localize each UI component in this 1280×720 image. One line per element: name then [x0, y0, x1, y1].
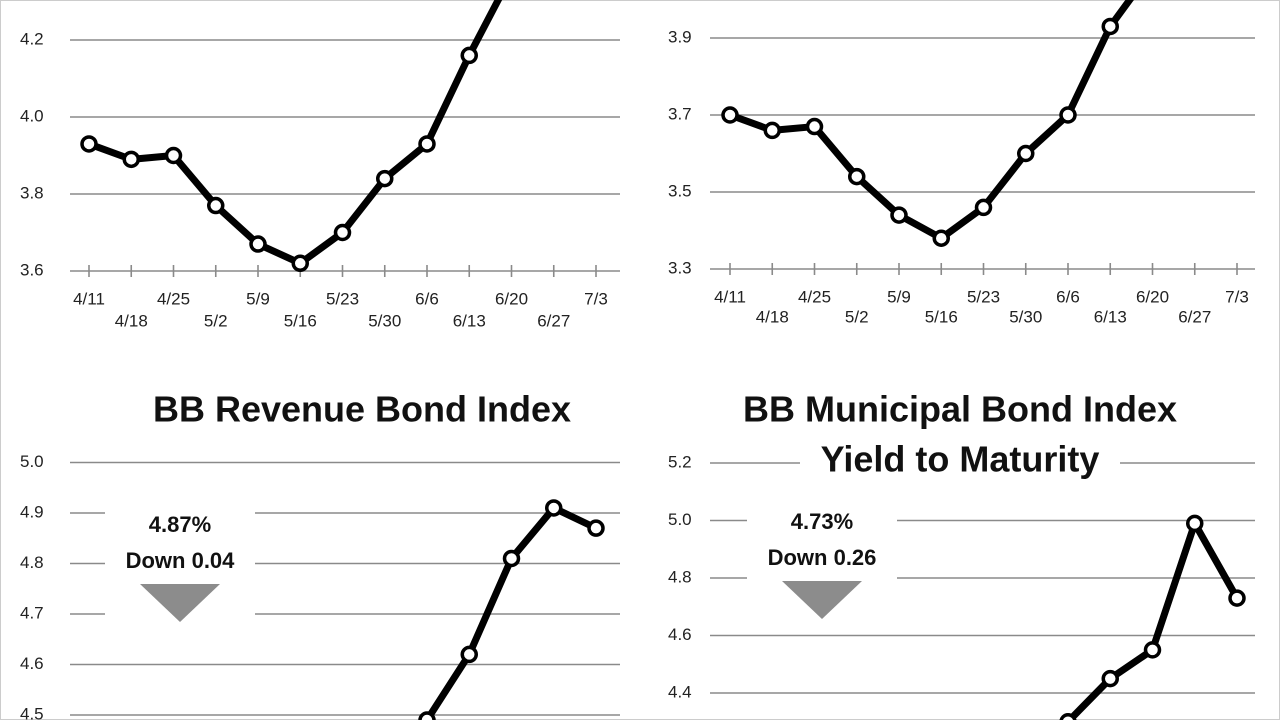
- x-tick-label: 4/11: [714, 287, 746, 306]
- data-point: [1143, 641, 1162, 659]
- data-point: [848, 167, 866, 186]
- data-point: [1017, 144, 1035, 163]
- x-tick-label: 5/2: [204, 311, 228, 330]
- data-point: [418, 135, 436, 153]
- y-tick-label: 3.6: [20, 260, 44, 279]
- x-tick-label: 6/27: [1178, 307, 1211, 326]
- data-point: [932, 229, 950, 247]
- x-tick-label: 7/3: [1225, 287, 1249, 306]
- chart-title: BB Municipal Bond Index: [743, 389, 1177, 430]
- x-tick-label: 6/27: [537, 311, 570, 330]
- data-point: [1186, 514, 1204, 533]
- x-tick-label: 6/6: [415, 289, 439, 308]
- annotation-text: 4.87%: [149, 512, 211, 537]
- y-tick-label: 3.7: [668, 104, 692, 123]
- data-point: [763, 121, 781, 140]
- x-tick-label: 7/3: [584, 289, 608, 308]
- x-tick-label: 5/9: [887, 287, 911, 306]
- y-tick-label: 4.4: [668, 682, 692, 701]
- down-arrow: [782, 581, 862, 619]
- y-tick-label: 4.7: [20, 603, 44, 622]
- y-tick-label: 3.3: [668, 258, 692, 277]
- x-tick-label: 5/16: [925, 307, 958, 326]
- annotation-text: Down 0.04: [126, 548, 236, 573]
- data-point: [291, 254, 309, 273]
- data-point: [418, 711, 436, 720]
- data-point: [1059, 106, 1077, 124]
- x-tick-label: 6/13: [453, 311, 486, 330]
- data-point: [1101, 17, 1119, 36]
- data-point: [376, 169, 394, 188]
- data-point: [1101, 669, 1119, 688]
- x-tick-label: 4/18: [115, 311, 148, 330]
- x-tick-label: 5/30: [1009, 307, 1042, 326]
- data-point: [974, 198, 993, 217]
- subtitle-bg: [800, 438, 1120, 486]
- y-tick-label: 3.8: [20, 183, 44, 202]
- data-point: [80, 135, 98, 153]
- data-point: [460, 645, 478, 664]
- x-tick-label: 5/16: [284, 311, 317, 330]
- x-tick-label: 4/18: [756, 307, 789, 326]
- x-tick-label: 5/9: [246, 289, 270, 308]
- x-tick-label: 4/11: [73, 289, 105, 308]
- y-tick-label: 4.6: [668, 625, 692, 644]
- y-tick-label: 3.9: [668, 27, 692, 46]
- data-point: [207, 196, 225, 215]
- y-tick-label: 4.2: [20, 29, 44, 48]
- y-tick-label: 4.9: [20, 502, 44, 521]
- x-tick-label: 4/25: [798, 287, 831, 306]
- data-point: [122, 150, 140, 169]
- x-tick-label: 5/30: [368, 311, 401, 330]
- y-tick-label: 3.5: [668, 181, 692, 200]
- x-tick-label: 5/2: [845, 307, 869, 326]
- x-tick-label: 5/23: [326, 289, 359, 308]
- data-point: [333, 223, 352, 242]
- data-point: [460, 46, 478, 65]
- x-tick-label: 6/20: [1136, 287, 1169, 306]
- data-point: [587, 519, 605, 537]
- y-tick-label: 4.8: [668, 567, 692, 586]
- x-tick-label: 6/13: [1094, 307, 1127, 326]
- data-point: [545, 499, 563, 517]
- x-tick-label: 6/20: [495, 289, 528, 308]
- y-tick-label: 5.0: [668, 510, 692, 529]
- x-tick-label: 5/23: [967, 287, 1000, 306]
- annotation-text: 4.73%: [791, 509, 853, 534]
- data-point: [1228, 589, 1246, 607]
- y-tick-label: 4.8: [20, 553, 44, 572]
- data-point: [721, 106, 739, 124]
- x-tick-label: 6/6: [1056, 287, 1080, 306]
- data-point: [502, 549, 521, 568]
- chart-subtitle: Yield to Maturity: [821, 439, 1100, 480]
- y-tick-label: 4.6: [20, 654, 44, 673]
- chart-title: BB Revenue Bond Index: [153, 389, 571, 430]
- data-point: [1059, 713, 1077, 720]
- data-point: [890, 206, 908, 224]
- y-tick-label: 5.0: [20, 452, 44, 471]
- data-point: [249, 235, 267, 253]
- down-arrow: [140, 584, 220, 622]
- y-tick-label: 4.5: [20, 704, 44, 720]
- data-point: [164, 146, 183, 165]
- y-tick-label: 5.2: [668, 452, 692, 471]
- x-tick-label: 4/25: [157, 289, 190, 308]
- y-tick-label: 4.0: [20, 106, 44, 125]
- data-point: [805, 117, 824, 136]
- annotation-text: Down 0.26: [768, 545, 877, 570]
